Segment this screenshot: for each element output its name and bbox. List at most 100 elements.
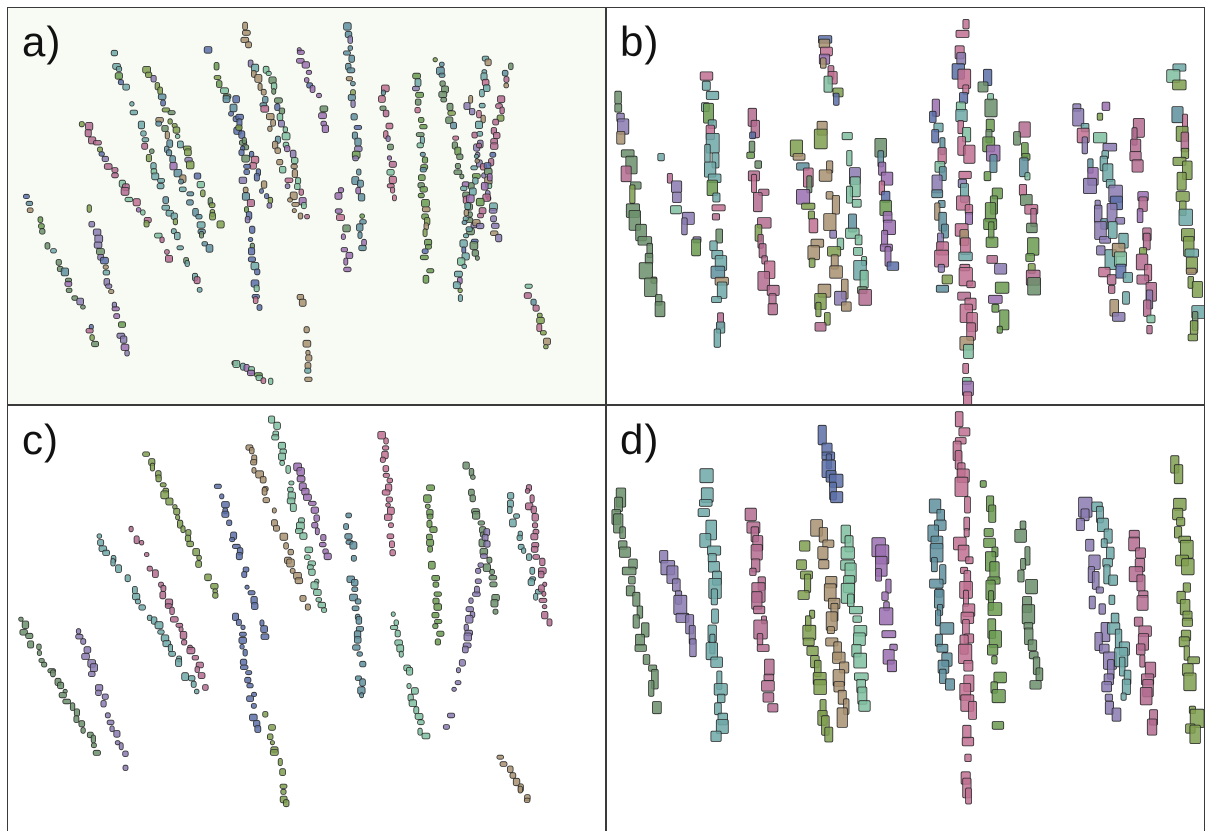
stroke-point [271,434,280,441]
stroke-point [50,669,56,678]
stroke-segment [789,139,832,332]
stroke-point [241,154,250,163]
stroke-point [436,630,445,637]
stroke-point [463,102,471,110]
stroke-point [385,135,391,143]
stroke-segment [213,483,270,640]
stroke-segment [86,204,130,357]
stroke-point [164,131,170,140]
stroke-point [1019,157,1029,178]
stroke-point [380,89,386,96]
stroke-point [249,225,256,234]
stroke-point [486,556,493,564]
stroke-point [1025,253,1035,262]
stroke-point [241,136,247,145]
stroke-point [509,772,517,779]
stroke-point [983,171,992,182]
stroke-point [492,132,501,140]
stroke-point [523,797,531,803]
stroke-point [277,441,286,450]
stroke-point [958,251,973,262]
stroke-segment [142,66,225,229]
stroke-point [243,163,252,169]
stroke-point [334,192,343,200]
stroke-point [155,474,162,483]
stroke-point [987,602,1003,616]
stroke-point [792,153,806,161]
stroke-point [465,226,473,233]
stroke-point [101,155,109,163]
stroke-point [616,131,626,145]
stroke-point [1172,79,1187,91]
stroke-segment [524,484,553,627]
stroke-point [89,334,95,342]
stroke-point [629,184,636,204]
stroke-point [929,578,944,589]
stroke-point [1136,643,1146,656]
stroke-point [501,69,509,77]
stroke-point [301,61,310,69]
stroke-point [252,296,259,305]
stroke-point [471,510,481,520]
stroke-point [268,415,276,424]
stroke-segment [296,293,313,382]
stroke-point [198,230,204,239]
stroke-point [25,632,34,640]
stroke-point [354,598,362,605]
stroke-point [426,484,435,492]
stroke-point [886,261,900,271]
panel-c-label: c) [22,416,59,463]
stroke-point [532,304,540,312]
stroke-point [184,148,192,157]
stroke-point [531,513,539,522]
stroke-point [350,554,357,562]
stroke-point [388,175,397,184]
stroke-point [38,658,45,663]
stroke-point [762,692,775,703]
stroke-segment [746,107,780,316]
stroke-point [689,638,697,658]
stroke-point [75,628,82,635]
stroke-point [320,534,327,542]
stroke-point [139,539,145,546]
stroke-point [968,700,977,720]
stroke-point [999,309,1010,331]
stroke-point [305,349,311,356]
stroke-point [209,212,216,221]
stroke-point [156,183,165,190]
stroke-point [632,614,640,629]
stroke-point [988,221,995,240]
stroke-point [412,72,421,80]
stroke-point [840,546,855,560]
stroke-point [318,541,327,548]
stroke-point [419,151,426,157]
stroke-point [488,208,498,214]
stroke-point [697,508,710,517]
stroke-point [196,221,206,229]
stroke-point [1185,267,1197,275]
stroke-segment [22,193,99,348]
stroke-point [160,99,166,107]
stroke-point [513,513,520,519]
stroke-point [414,712,424,720]
stroke-point [939,668,947,684]
stroke-point [92,228,102,236]
stroke-point [1136,274,1150,285]
stroke-point [304,376,313,382]
stroke-point [761,680,775,692]
stroke-point [991,655,998,665]
stroke-point [155,120,162,127]
stroke-point [985,236,999,248]
stroke-point [102,269,111,276]
stroke-point [1097,517,1109,532]
stroke-point [260,180,268,189]
stroke-point [1184,248,1200,258]
stroke-segment [817,424,844,504]
stroke-point [154,621,164,630]
stroke-point [421,198,430,208]
stroke-point [221,501,230,509]
stroke-point [414,107,421,114]
stroke-point [666,172,673,184]
stroke-point [457,257,466,266]
stroke-point [195,560,202,568]
